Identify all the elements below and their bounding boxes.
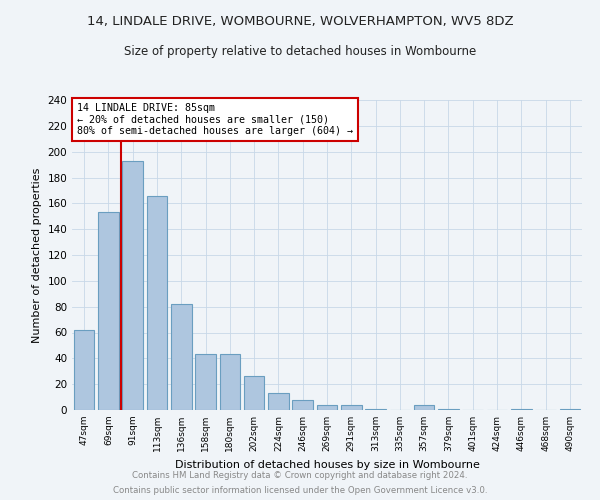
Bar bbox=[220, 354, 240, 410]
Bar bbox=[244, 376, 265, 410]
Bar bbox=[268, 393, 289, 410]
Bar bbox=[195, 354, 216, 410]
Bar bbox=[74, 330, 94, 410]
Bar bbox=[414, 405, 434, 410]
X-axis label: Distribution of detached houses by size in Wombourne: Distribution of detached houses by size … bbox=[175, 460, 479, 469]
Text: 14 LINDALE DRIVE: 85sqm
← 20% of detached houses are smaller (150)
80% of semi-d: 14 LINDALE DRIVE: 85sqm ← 20% of detache… bbox=[77, 103, 353, 136]
Text: 14, LINDALE DRIVE, WOMBOURNE, WOLVERHAMPTON, WV5 8DZ: 14, LINDALE DRIVE, WOMBOURNE, WOLVERHAMP… bbox=[86, 15, 514, 28]
Bar bbox=[511, 408, 532, 410]
Bar bbox=[341, 405, 362, 410]
Text: Size of property relative to detached houses in Wombourne: Size of property relative to detached ho… bbox=[124, 45, 476, 58]
Bar bbox=[438, 408, 459, 410]
Text: Contains public sector information licensed under the Open Government Licence v3: Contains public sector information licen… bbox=[113, 486, 487, 495]
Bar bbox=[292, 400, 313, 410]
Bar bbox=[560, 408, 580, 410]
Bar bbox=[98, 212, 119, 410]
Bar bbox=[122, 160, 143, 410]
Bar bbox=[146, 196, 167, 410]
Bar bbox=[317, 405, 337, 410]
Bar bbox=[365, 408, 386, 410]
Text: Contains HM Land Registry data © Crown copyright and database right 2024.: Contains HM Land Registry data © Crown c… bbox=[132, 471, 468, 480]
Y-axis label: Number of detached properties: Number of detached properties bbox=[32, 168, 42, 342]
Bar bbox=[171, 304, 191, 410]
